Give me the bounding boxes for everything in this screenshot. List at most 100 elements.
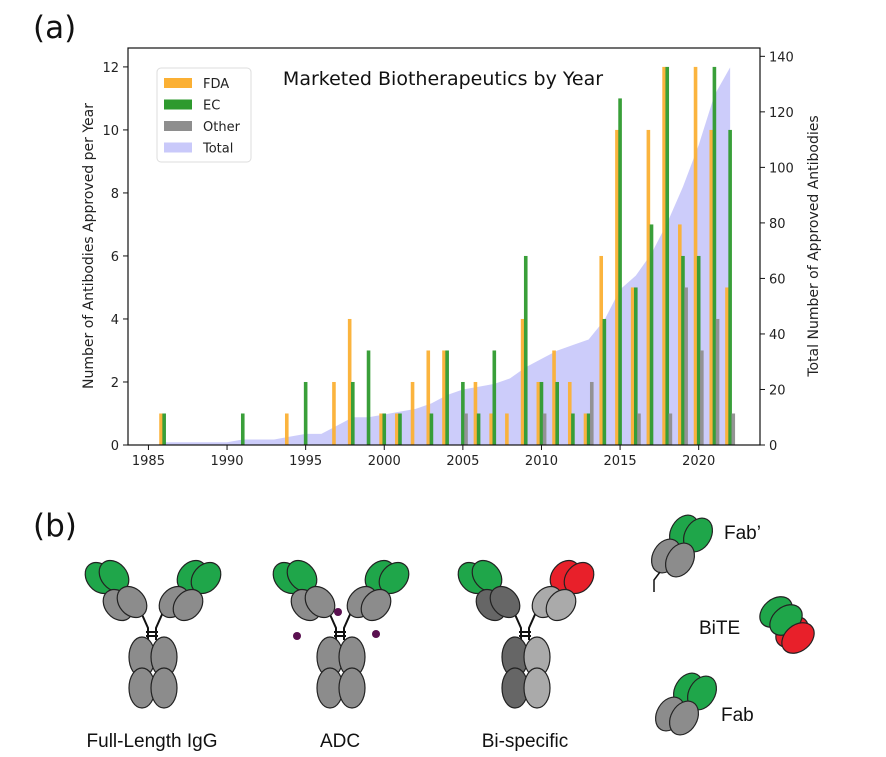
- y-right-tick-label: 100: [769, 161, 794, 176]
- bar-ec-1998: [351, 381, 355, 445]
- bar-fda-2004: [442, 350, 446, 445]
- x-tick-label: 2010: [525, 454, 558, 469]
- fab-constant: [489, 585, 521, 619]
- bar-other-2005: [464, 413, 468, 445]
- bar-ec-2020: [696, 255, 701, 445]
- y-right-tick-label: 120: [769, 106, 794, 121]
- drug-payload: [372, 630, 380, 638]
- x-tick-label: 2020: [682, 454, 715, 469]
- y-tick-label: 2: [111, 376, 119, 391]
- y-right-tick-label: 0: [769, 439, 777, 454]
- x-tick-label: 2015: [604, 454, 637, 469]
- bar-ec-2004: [445, 350, 449, 445]
- panel-label-a: (a): [33, 10, 76, 46]
- total-area: [164, 67, 731, 445]
- x-tick-label: 1990: [210, 454, 243, 469]
- chart-plot-area: 1985 1990 1995 2000 2005 2010 2015 2020 0 2 4 6 8 10 1…: [102, 47, 794, 469]
- chart-title: Marketed Biotherapeutics by Year: [283, 68, 603, 90]
- bar-other-2016: [637, 413, 641, 445]
- bar-ec-2005: [461, 381, 465, 445]
- legend-swatch-other: [164, 121, 192, 131]
- bar-ec-2016: [634, 287, 638, 445]
- bar-fda-2003: [426, 350, 431, 445]
- bar-ec-2003: [429, 413, 434, 445]
- fab-constant: [116, 585, 148, 619]
- fc-domain: [523, 667, 551, 709]
- bar-other-2021: [715, 318, 720, 445]
- bar-fda-2009: [520, 318, 525, 445]
- bar-fda-2001: [395, 413, 399, 445]
- legend-swatch-total: [164, 142, 192, 153]
- bar-fda-2018: [662, 66, 666, 446]
- fab-constant: [360, 588, 392, 622]
- bar-ec-2014: [602, 318, 607, 445]
- bar-ec-2021: [712, 66, 717, 446]
- bar-fda-2013: [583, 413, 588, 445]
- fc-domain: [338, 667, 366, 709]
- label-fab: Fab: [721, 705, 754, 726]
- bar-fda-2020: [693, 66, 698, 446]
- bar-ec-1995: [303, 381, 308, 445]
- y-right-tick-label: 60: [769, 272, 786, 287]
- legend-label-ec: EC: [203, 99, 220, 114]
- bar-fda-2008: [505, 413, 509, 445]
- bite-domain: [781, 622, 815, 654]
- drug-payload: [334, 608, 342, 616]
- label-fab-prime: Fab’: [724, 523, 761, 544]
- y-right-tick-label: 20: [769, 383, 786, 398]
- legend-swatch-fda: [164, 78, 192, 88]
- bar-ec-2015: [618, 98, 622, 446]
- bar-fda-2017: [646, 129, 651, 445]
- bar-fda-2015: [615, 129, 619, 445]
- bar-fda-2000: [379, 413, 383, 445]
- bar-other-2018: [668, 413, 673, 445]
- y-right-tick-label: 40: [769, 328, 786, 343]
- y-tick-label: 4: [111, 313, 119, 328]
- bar-fda-2011: [552, 350, 556, 445]
- y-tick-label: 12: [102, 61, 119, 76]
- bar-ec-2001: [398, 413, 402, 445]
- bar-ec-2012: [571, 413, 575, 445]
- bar-fda-1997: [332, 381, 336, 445]
- y-tick-label: 6: [111, 250, 119, 265]
- legend-box: [156, 67, 252, 163]
- y-right-tick-label: 140: [769, 50, 794, 65]
- hinge-disulfide: [139, 609, 165, 640]
- bar-ec-2000: [382, 413, 387, 445]
- bar-fda-2012: [567, 381, 572, 445]
- bar-ec-2009: [523, 255, 528, 445]
- legend-swatch-ec: [164, 99, 192, 110]
- bar-fda-1994: [284, 413, 289, 445]
- bar-other-2013: [589, 381, 594, 445]
- panel-label-b: (b): [33, 508, 77, 544]
- fab-prime-hinge: [653, 571, 661, 592]
- drug-payload: [293, 632, 301, 640]
- x-tick-label: 2000: [368, 454, 401, 469]
- legend: FDA EC Other Total: [156, 67, 252, 163]
- fc-domain: [150, 667, 178, 709]
- hinge-disulfide: [327, 609, 353, 640]
- y-axis-label-left: Number of Antibodies Approved per Year: [81, 103, 97, 389]
- label-bi-specific: Bi-specific: [482, 731, 569, 752]
- label-bite: BiTE: [699, 618, 740, 639]
- bar-other-2022: [731, 413, 736, 445]
- bar-ec-2010: [539, 381, 544, 445]
- x-tick-label: 1995: [289, 454, 322, 469]
- fab-prime-constant: [664, 542, 696, 578]
- bar-ec-1986: [162, 413, 166, 445]
- y-axis-label-right: Total Number of Approved Antibodies: [806, 115, 822, 377]
- y-tick-label: 10: [102, 124, 119, 139]
- fab-constant: [304, 585, 336, 619]
- bar-ec-2018: [665, 66, 670, 446]
- bar-ec-2013: [586, 413, 591, 445]
- x-tick-label: 2005: [446, 454, 479, 469]
- y-tick-label: 8: [111, 187, 119, 202]
- label-full-length-igg: Full-Length IgG: [87, 731, 218, 752]
- legend-label-other: Other: [203, 120, 241, 135]
- bar-fda-2016: [630, 287, 635, 445]
- x-tick-label: 1985: [132, 454, 165, 469]
- bar-ec-1999: [366, 350, 371, 445]
- fab-constant: [545, 588, 577, 622]
- bar-fda-2022: [725, 287, 729, 445]
